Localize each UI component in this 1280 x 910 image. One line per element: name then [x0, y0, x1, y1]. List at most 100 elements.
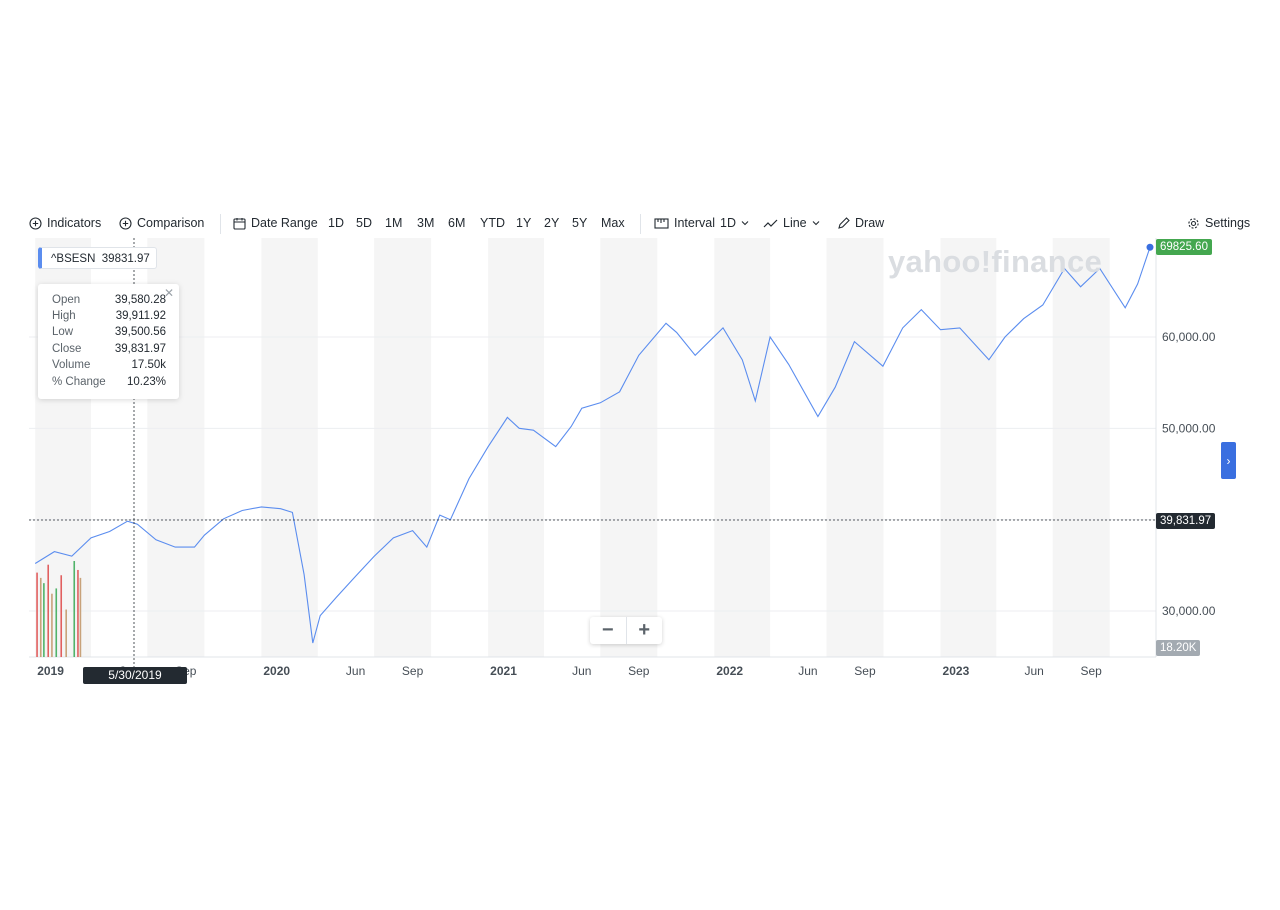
line-chart-icon: [763, 219, 778, 227]
tooltip-value: 10.23%: [126, 376, 166, 388]
chevron-down-icon: [741, 221, 749, 226]
shaded-band: [940, 238, 997, 657]
shaded-band: [600, 238, 658, 657]
volume-bar: [47, 564, 50, 657]
x-tick-label: 2020: [263, 664, 290, 678]
close-icon[interactable]: ✕: [163, 286, 174, 300]
range-1m-button[interactable]: 1M: [385, 216, 403, 230]
settings-label: Settings: [1205, 216, 1251, 230]
toolbar-divider: [640, 214, 641, 234]
range-1d-button[interactable]: 1D: [328, 216, 344, 230]
range-5d-button[interactable]: 5D: [356, 216, 372, 230]
calendar-icon: [233, 217, 246, 230]
gridlines: [29, 336, 1156, 612]
range-2y-button[interactable]: 2Y: [544, 216, 560, 230]
range-1y-button[interactable]: 1Y: [516, 216, 532, 230]
zoom-controls: − +: [590, 617, 662, 644]
tooltip-label: High: [52, 310, 76, 322]
x-tick-label: 2019: [37, 664, 64, 678]
zoom-out-button[interactable]: −: [601, 619, 614, 641]
y-tick-label: 60,000.00: [1162, 330, 1216, 344]
ruler-icon: [654, 217, 669, 229]
crosshair-date-tag: 5/30/2019: [83, 667, 187, 684]
tooltip-row-low: Low 39,500.56: [52, 326, 166, 342]
shaded-band: [826, 238, 884, 657]
tooltip-value: 39,500.56: [114, 326, 166, 338]
tooltip-value: 39,580.28: [114, 294, 166, 306]
shaded-band: [488, 238, 544, 657]
comparison-label: Comparison: [137, 216, 205, 230]
x-tick-label: Jun: [572, 664, 591, 678]
last-price-tag: 69825.60: [1156, 239, 1212, 255]
tooltip-row-open: Open 39,580.28: [52, 294, 166, 310]
chart-toolbar: Indicators Comparison Date Range 1D 5D 1…: [0, 208, 1280, 240]
volume-bar: [36, 572, 38, 657]
volume-bar: [77, 569, 79, 657]
tooltip-value: 39,911.92: [115, 310, 166, 322]
volume-bar: [55, 588, 58, 657]
y-tick-label: 50,000.00: [1162, 421, 1216, 435]
interval-label: Interval: [674, 216, 715, 230]
volume-bar: [73, 561, 76, 657]
interval-dropdown[interactable]: Interval 1D: [654, 216, 749, 230]
volume-tag: 18.20K: [1156, 640, 1201, 656]
plus-circle-icon: [119, 216, 132, 230]
range-ytd-button[interactable]: YTD: [480, 216, 505, 230]
gear-icon: [1188, 217, 1199, 229]
volume-bar: [43, 583, 45, 657]
x-tick-label: Sep: [628, 664, 650, 678]
shaded-band: [374, 238, 432, 657]
toolbar-divider: [220, 214, 221, 234]
comparison-button[interactable]: Comparison: [119, 216, 204, 230]
range-max-button[interactable]: Max: [601, 216, 625, 230]
tooltip-row-close: Close 39,831.97: [52, 343, 166, 359]
price-chart[interactable]: 30,000.00 50,000.00 60,000.00 2019 Jun Sep 20…: [0, 236, 1280, 696]
y-axis-ticks: 30,000.00 50,000.00 60,000.00: [1162, 330, 1216, 618]
symbol-name: ^BSESN: [51, 253, 96, 265]
range-3m-button[interactable]: 3M: [417, 216, 435, 230]
date-range-button[interactable]: Date Range: [233, 216, 318, 230]
chart-type-dropdown[interactable]: Line: [763, 216, 820, 230]
plus-circle-icon: [29, 216, 42, 230]
tooltip-label: Open: [52, 294, 81, 306]
volume-bar: [51, 593, 53, 657]
price-line: [34, 247, 1151, 644]
x-tick-label: Sep: [1080, 664, 1102, 678]
interval-value: 1D: [720, 216, 736, 230]
chevron-right-icon[interactable]: ›: [1221, 442, 1236, 479]
chevron-down-icon: [812, 221, 820, 226]
tooltip-label: Volume: [52, 359, 91, 371]
shaded-band: [714, 238, 771, 657]
shaded-bands: [35, 238, 1110, 657]
draw-button[interactable]: Draw: [837, 216, 884, 230]
range-5y-button[interactable]: 5Y: [572, 216, 588, 230]
x-tick-label: 2021: [490, 664, 517, 678]
draw-label: Draw: [855, 216, 885, 230]
ohlc-tooltip: ✕ Open 39,580.28 High 39,911.92 Low 39,500.…: [38, 284, 179, 399]
x-tick-label: Sep: [402, 664, 424, 678]
volume-bar: [65, 609, 67, 657]
shaded-band: [1052, 238, 1110, 657]
tooltip-row-volume: Volume 17.50k: [52, 359, 166, 375]
zoom-in-button[interactable]: +: [625, 617, 663, 644]
tooltip-label: Low: [52, 326, 74, 338]
last-price-dot: [1146, 243, 1154, 251]
shaded-band: [261, 238, 318, 657]
settings-button[interactable]: Settings: [1187, 216, 1250, 230]
tooltip-label: % Change: [52, 376, 106, 388]
volume-bars: [36, 561, 82, 657]
tooltip-row-high: High 39,911.92: [52, 310, 166, 326]
y-tick-label: 30,000.00: [1162, 604, 1216, 618]
range-6m-button[interactable]: 6M: [448, 216, 466, 230]
date-range-label: Date Range: [251, 216, 318, 230]
symbol-legend[interactable]: ^BSESN 39831.97: [38, 247, 157, 269]
yahoo-finance-watermark: yahoo!finance: [888, 244, 1103, 279]
volume-bar: [79, 577, 82, 657]
indicators-button[interactable]: Indicators: [29, 216, 101, 230]
x-tick-label: Sep: [854, 664, 876, 678]
symbol-value: 39831.97: [101, 253, 150, 265]
crosshair-price-tag: 39,831.97: [1156, 513, 1216, 529]
tooltip-label: Close: [52, 343, 82, 355]
tooltip-row-change: % Change 10.23%: [52, 376, 166, 392]
indicators-label: Indicators: [47, 216, 102, 230]
